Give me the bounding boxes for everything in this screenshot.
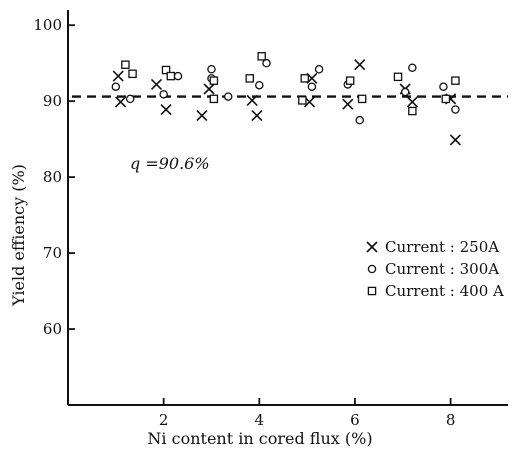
point-400a <box>128 69 137 79</box>
point-250a <box>150 78 163 91</box>
x-marker-stroke <box>203 83 215 95</box>
point-250a <box>246 94 258 106</box>
y-tick-label: 100 <box>33 16 62 34</box>
point-300a <box>111 82 121 91</box>
point-250a <box>203 83 215 95</box>
point-250a <box>196 110 208 122</box>
y-axis-title: Yield effiency (%) <box>9 164 28 307</box>
legend-marker <box>366 241 378 253</box>
y-tick-label: 90 <box>43 92 62 110</box>
point-400a <box>345 76 355 85</box>
legend: Current : 250A Current : 300A Current : 40… <box>366 238 504 300</box>
point-250a <box>449 134 461 146</box>
point-250a <box>406 96 418 108</box>
point-300a <box>262 58 271 68</box>
x-axis-title: Ni content in cored flux (%) <box>147 429 372 448</box>
x-marker-stroke <box>246 94 258 106</box>
point-400a <box>209 94 219 104</box>
data-points <box>111 52 461 146</box>
point-400a <box>257 52 266 61</box>
point-300a <box>307 82 317 91</box>
x-marker-stroke <box>251 110 263 122</box>
point-250a <box>342 98 354 110</box>
point-300a <box>159 90 168 99</box>
x-marker-stroke <box>354 59 366 71</box>
x-tick-label: 6 <box>350 411 360 429</box>
point-300a <box>400 87 410 97</box>
axes: 60 70 80 90 100 2 4 6 8 <box>33 10 508 429</box>
point-250a <box>115 96 127 108</box>
point-400a <box>357 94 367 104</box>
point-400a <box>393 72 403 82</box>
point-300a <box>439 82 448 91</box>
point-300a <box>207 65 216 74</box>
point-300a <box>408 63 417 72</box>
point-400a <box>121 60 130 69</box>
point-300a <box>255 80 264 90</box>
x-marker-stroke <box>150 78 163 91</box>
y-tick-label: 60 <box>43 320 62 338</box>
point-300a <box>314 65 324 74</box>
point-400a <box>166 71 176 81</box>
x-marker-stroke <box>366 241 378 253</box>
x-tick-label: 2 <box>159 411 169 429</box>
point-400a <box>300 74 309 83</box>
point-400a <box>245 74 254 83</box>
legend-label: Current : 300A <box>385 260 499 278</box>
y-tick-label: 70 <box>43 244 62 262</box>
point-400a <box>209 76 219 85</box>
point-300a <box>451 105 460 114</box>
point-250a <box>251 110 263 122</box>
x-marker-stroke <box>342 98 354 110</box>
x-marker-stroke <box>112 70 124 82</box>
x-marker-stroke <box>115 96 127 108</box>
point-400a <box>451 76 460 85</box>
reference-line-label: q =90.6% <box>130 154 210 173</box>
point-400a <box>408 106 417 116</box>
x-marker-stroke <box>449 134 461 146</box>
point-250a <box>354 59 366 71</box>
point-300a <box>125 94 135 104</box>
x-tick-label: 8 <box>446 411 456 429</box>
y-tick-label: 80 <box>43 168 62 186</box>
x-marker-stroke <box>160 103 172 116</box>
point-250a <box>112 70 124 82</box>
point-400a <box>298 96 307 105</box>
point-300a <box>223 92 233 101</box>
x-tick-label: 4 <box>255 411 265 429</box>
legend-marker <box>367 264 377 274</box>
legend-label: Current : 400 A <box>385 282 504 300</box>
point-250a <box>160 103 172 116</box>
point-300a <box>173 71 183 81</box>
x-marker-stroke <box>406 96 418 108</box>
point-300a <box>355 115 364 125</box>
legend-marker <box>367 286 377 296</box>
point-400a <box>441 94 451 104</box>
x-marker-stroke <box>196 110 208 122</box>
legend-label: Current : 250A <box>385 238 499 256</box>
point-400a <box>161 65 171 75</box>
x-marker-stroke <box>303 96 316 108</box>
